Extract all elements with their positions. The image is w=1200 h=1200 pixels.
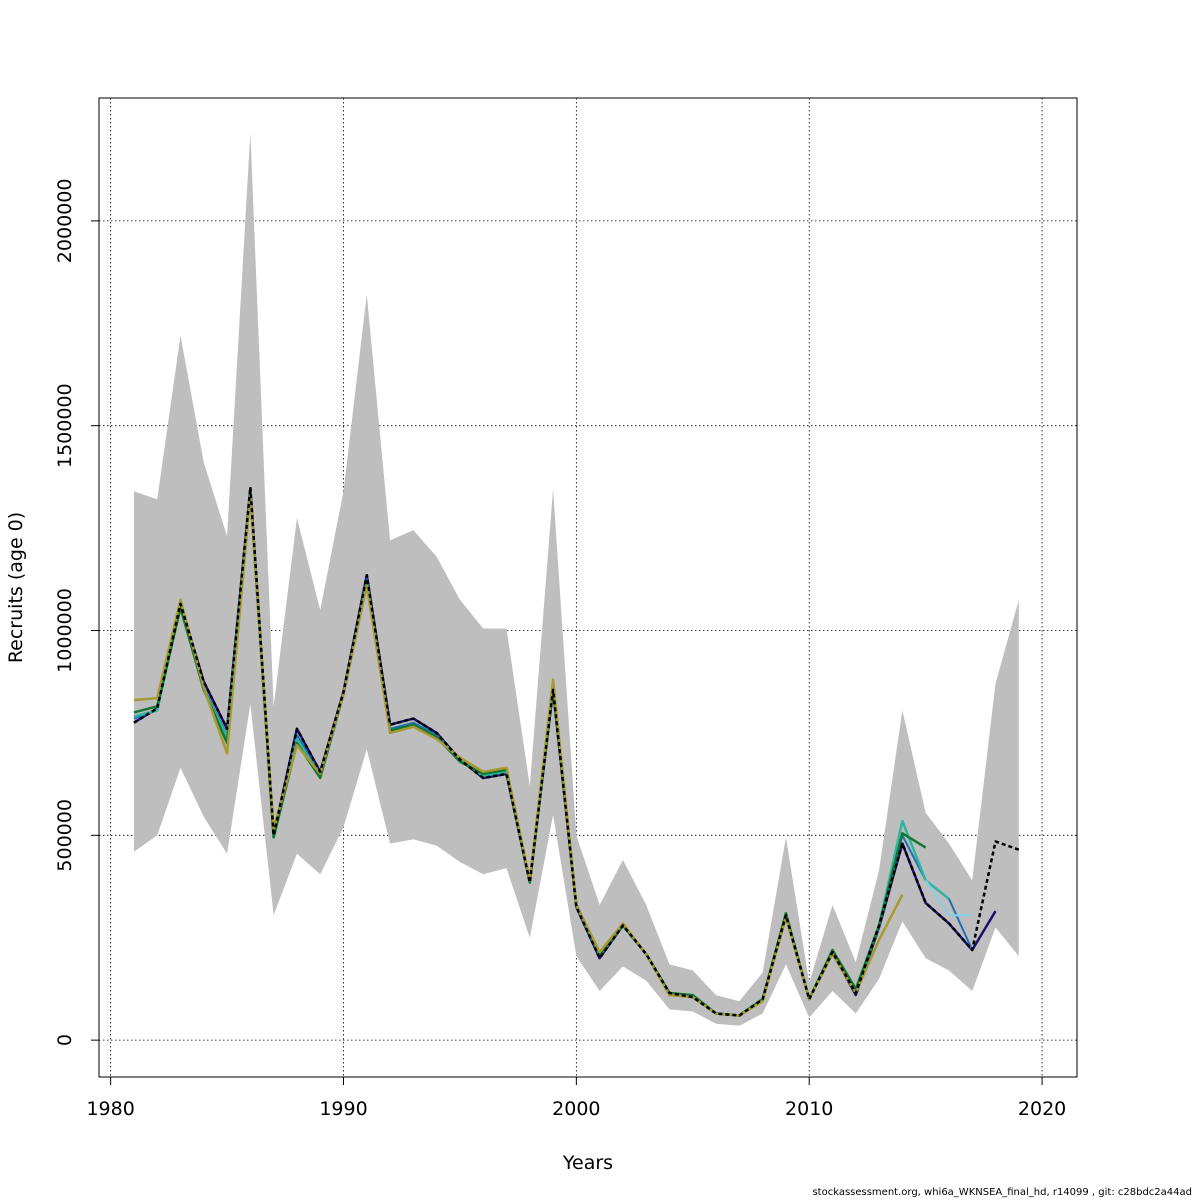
y-tick-label: 1000000 <box>54 588 76 673</box>
y-tick-label: 0 <box>54 1034 76 1046</box>
x-tick-label: 2020 <box>1018 1098 1066 1120</box>
confidence-band <box>133 132 1019 1026</box>
y-axis: 0 500000 1000000 1500000 2000000 <box>54 179 100 1046</box>
x-axis: 1980 1990 2000 2010 2020 <box>86 1076 1066 1120</box>
x-tick-label: 1990 <box>319 1098 367 1120</box>
confidence-band-area <box>133 132 1019 1026</box>
y-tick-label: 2000000 <box>54 179 76 264</box>
y-tick-label: 500000 <box>54 799 76 872</box>
x-axis-title: Years <box>562 1152 613 1174</box>
x-tick-label: 2000 <box>552 1098 600 1120</box>
series-line <box>133 485 1020 1017</box>
series-line <box>924 879 973 917</box>
y-axis-title: Recruits (age 0) <box>5 512 27 663</box>
x-tick-label: 2010 <box>785 1098 833 1120</box>
y-tick-label: 1500000 <box>54 383 76 468</box>
footer-credit: stockassessment.org, whi6a_WKNSEA_final_… <box>812 1187 1192 1198</box>
series-lines <box>133 485 1020 1017</box>
x-tick-label: 1980 <box>86 1098 134 1120</box>
